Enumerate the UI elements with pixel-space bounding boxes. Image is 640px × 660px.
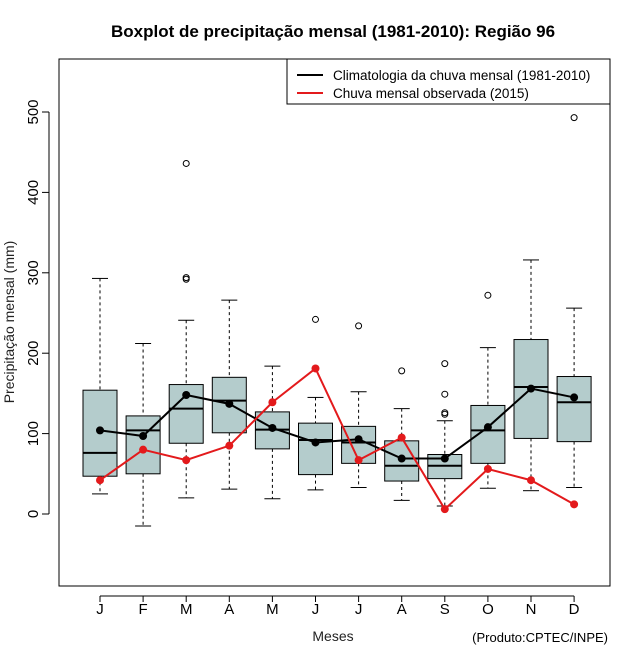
y-axis: 0 100 200 300 400 500: [25, 99, 50, 518]
observed-point: [182, 456, 191, 465]
box-6: [298, 315, 333, 491]
climatology-point: [96, 426, 104, 435]
series-layer: [96, 364, 579, 514]
x-tick-label: J: [312, 601, 320, 618]
outlier-point: [312, 315, 319, 323]
x-tick-label: A: [397, 601, 407, 618]
legend-box: [286, 58, 611, 105]
x-tick-label: J: [355, 601, 363, 618]
climatology-point: [139, 432, 148, 441]
observed-point: [354, 456, 363, 465]
chart-title: Boxplot de precipitação mensal (1981-201…: [111, 22, 555, 41]
box-body: [556, 376, 592, 443]
x-tick-label: O: [482, 601, 494, 618]
climatology-point: [225, 399, 234, 408]
observed-point: [440, 505, 449, 514]
x-tick-label: A: [224, 601, 234, 618]
outlier-point: [441, 360, 449, 368]
x-tick-label: D: [569, 601, 580, 618]
x-tick-label: F: [139, 601, 148, 618]
y-tick-label: 400: [25, 180, 42, 205]
legend: Climatologia da chuva mensal (1981-2010)…: [286, 58, 611, 105]
box-2: [125, 343, 161, 527]
box-1: [82, 277, 118, 495]
climatology-point: [527, 384, 535, 393]
y-tick-label: 300: [25, 260, 42, 285]
outlier-point: [182, 274, 190, 282]
x-axis-label: Meses: [312, 628, 353, 644]
climatology-line: [99, 387, 575, 460]
legend-observed-label: Chuva mensal observada (2015): [333, 86, 529, 101]
x-tick-label: N: [526, 601, 537, 618]
observed-point: [225, 441, 234, 450]
outlier-point: [441, 390, 449, 398]
x-tick-label: M: [266, 601, 279, 618]
climatology-point: [182, 391, 191, 400]
observed-point: [397, 433, 406, 442]
box-10: [470, 291, 506, 489]
box-11: [513, 259, 549, 492]
climatology-point: [483, 423, 492, 432]
observed-point: [483, 464, 492, 473]
y-tick-label: 0: [25, 510, 42, 518]
outlier-point: [398, 367, 406, 375]
y-tick-label: 100: [25, 421, 42, 446]
outlier-point: [182, 159, 190, 167]
box-body: [298, 422, 333, 476]
observed-point: [96, 476, 104, 485]
outlier-point: [441, 409, 449, 417]
observed-point: [139, 445, 148, 454]
box-9: [427, 360, 463, 507]
y-axis-label: Precipitação mensal (mm): [1, 241, 17, 404]
observed-point: [527, 476, 535, 485]
observed-point: [311, 364, 320, 373]
box-12: [556, 114, 592, 488]
legend-climatology-label: Climatologia da chuva mensal (1981-2010): [333, 68, 590, 83]
climatology-point: [268, 423, 277, 432]
climatology-point: [354, 435, 363, 444]
box-4: [211, 299, 247, 490]
box-3: [168, 159, 204, 499]
climatology-point: [440, 454, 449, 463]
climatology-point: [311, 438, 320, 447]
plot-frame: [58, 58, 611, 587]
x-tick-label: M: [180, 601, 193, 618]
outlier-point: [355, 322, 363, 330]
box-body: [470, 404, 506, 464]
observed-point: [570, 500, 579, 509]
x-tick-label: J: [96, 601, 104, 618]
credit-label: (Produto:CPTEC/INPE): [472, 630, 608, 645]
x-tick-label: S: [440, 601, 450, 618]
climatology-point: [570, 393, 579, 402]
outlier-point: [570, 114, 578, 122]
y-tick-label: 500: [25, 99, 42, 124]
observed-point: [268, 398, 277, 407]
observed-line: [99, 366, 575, 511]
boxes-layer: [82, 114, 592, 527]
climatology-point: [397, 454, 406, 463]
outlier-point: [484, 291, 492, 299]
y-tick-label: 200: [25, 341, 42, 366]
